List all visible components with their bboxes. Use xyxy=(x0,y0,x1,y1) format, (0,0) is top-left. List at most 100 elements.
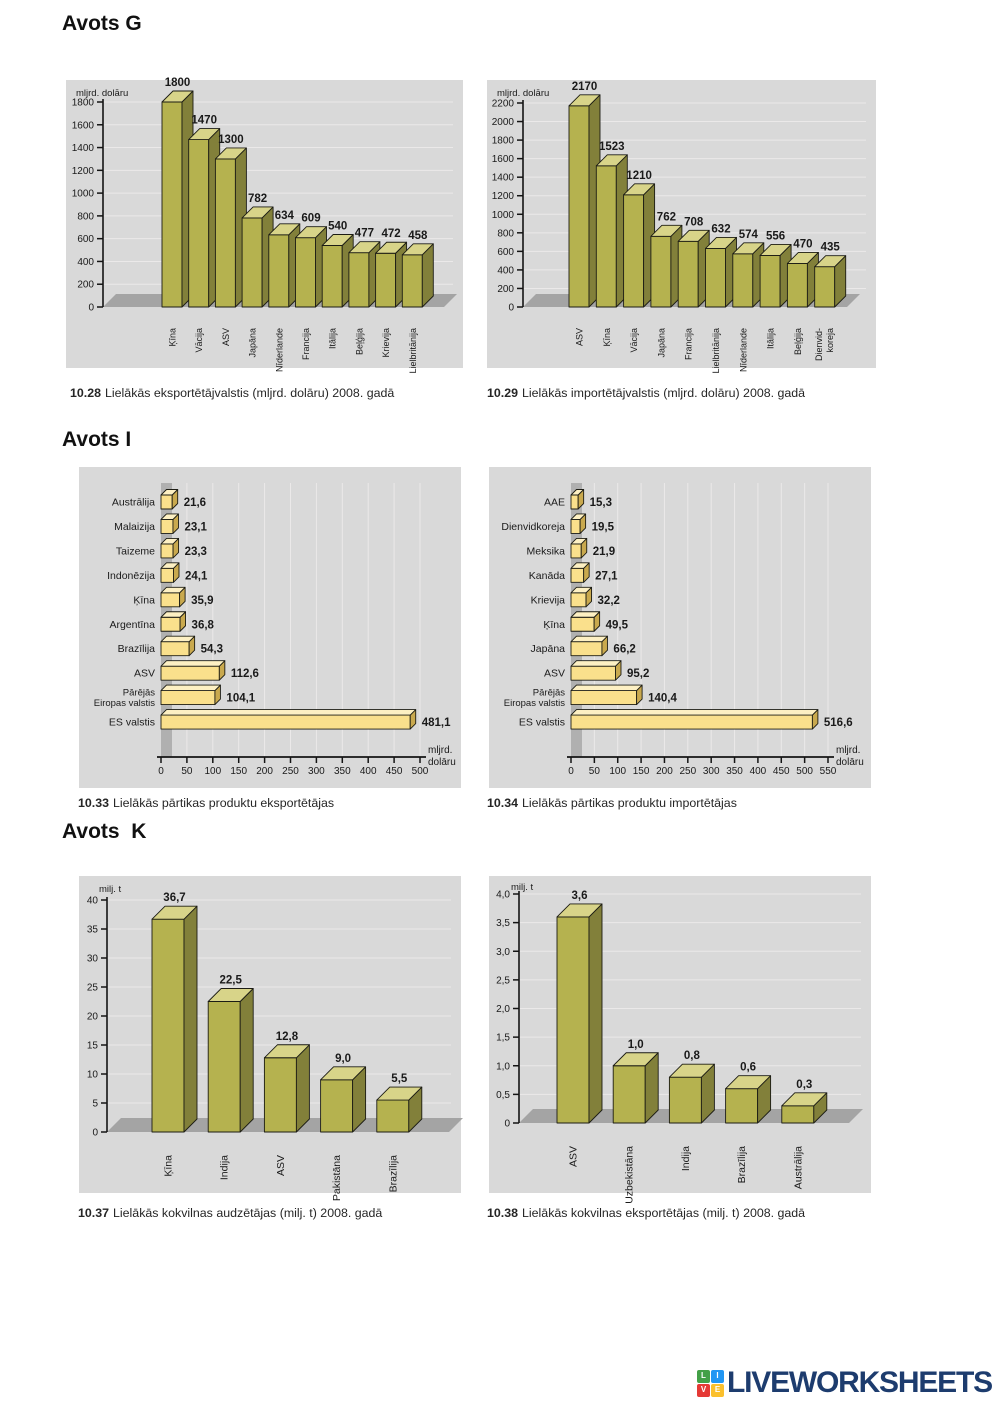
value-label: 36,8 xyxy=(192,619,215,631)
bar-3d xyxy=(160,489,179,510)
bar-3d xyxy=(160,611,187,632)
value-label: 21,6 xyxy=(184,497,206,509)
caption-10-28: 10.28 Lielākās eksportētājvalstis (mljrd.… xyxy=(70,386,394,400)
value-label: 49,5 xyxy=(606,619,629,631)
y-tick-label: 2200 xyxy=(492,99,515,110)
category-label: Vācija xyxy=(629,328,639,353)
chart-canvas-10.29: 0 200 400 600 800 1000 1200 1400 1600 1800 2000 220… xyxy=(492,81,866,374)
category-label: Pakistāna xyxy=(331,1155,343,1201)
category-label: AAE xyxy=(544,497,565,509)
value-label: 54,3 xyxy=(201,644,223,656)
caption-number: 10.37 xyxy=(78,1206,110,1220)
x-tick-label: 400 xyxy=(750,766,767,777)
y-tick-label: 10 xyxy=(87,1070,99,1081)
value-label: 19,5 xyxy=(592,521,615,533)
x-tick-label: 300 xyxy=(703,766,720,777)
y-tick-label: 0 xyxy=(88,303,94,314)
category-label: ASV xyxy=(221,328,231,346)
x-tick-label: 300 xyxy=(308,766,325,777)
category-label: ES valstis xyxy=(109,717,155,729)
y-tick-label: 0 xyxy=(508,303,514,314)
bar-3d xyxy=(650,224,683,308)
bar-3d xyxy=(151,905,198,1133)
value-label: 1,0 xyxy=(628,1039,644,1051)
logo-tile-v: V xyxy=(697,1383,710,1397)
y-tick-label: 15 xyxy=(87,1041,99,1052)
category-label: Lielbritānija xyxy=(711,328,721,374)
bar-3d xyxy=(568,94,601,308)
bar-3d xyxy=(160,537,180,559)
y-tick-label: 1000 xyxy=(72,189,95,200)
chart-canvas-10.34: 15,3 AAE 19,5 Dienvidkoreja 21,9 Meksika 27,1 K… xyxy=(501,483,864,777)
bar-3d xyxy=(705,236,737,308)
heading-avots-i: Avots I xyxy=(62,428,132,451)
unit-label: mljrd. xyxy=(836,745,860,756)
unit-label: mljrd. dolāru xyxy=(76,88,128,99)
bar-3d xyxy=(570,635,608,657)
category-label: Lielbritānija xyxy=(408,328,418,374)
category-label: ASV xyxy=(575,328,585,346)
chart-10-33-food-exporters: 21,6 Austrālija 23,1 Malaizija 23,3 Taizeme 24… xyxy=(79,467,461,788)
value-label: 23,3 xyxy=(185,546,207,558)
y-tick-label: 30 xyxy=(87,954,99,965)
x-tick-label: 450 xyxy=(386,766,403,777)
bar-3d xyxy=(570,586,592,608)
value-label: 9,0 xyxy=(335,1053,351,1065)
value-label: 540 xyxy=(328,221,347,233)
y-tick-label: 0 xyxy=(504,1119,510,1130)
category-label: Uzbekistāna xyxy=(624,1146,636,1204)
x-tick-label: 200 xyxy=(256,766,273,777)
liveworksheets-logo[interactable]: L I V E LIVEWORKSHEETS xyxy=(697,1366,993,1400)
x-tick-label: 350 xyxy=(726,766,743,777)
x-tick-label: 100 xyxy=(609,766,626,777)
value-label: 3,6 xyxy=(572,890,588,902)
category-label: Austrālija xyxy=(792,1146,804,1189)
category-label: Eiropas valstis xyxy=(94,698,155,709)
value-label: 112,6 xyxy=(231,668,259,680)
bar-3d xyxy=(570,562,590,583)
y-tick-label: 25 xyxy=(87,983,99,994)
x-tick-label: 0 xyxy=(568,766,574,777)
y-tick-label: 40 xyxy=(87,896,99,907)
chart-10-28-exporters: 0 200 400 600 800 1000 1200 1400 1600 1800 mljrd. … xyxy=(66,77,463,374)
x-tick-label: 450 xyxy=(773,766,790,777)
category-label: Beļģija xyxy=(793,328,803,355)
y-tick-label: 2,0 xyxy=(496,1004,510,1015)
bar-3d xyxy=(725,1075,772,1124)
y-tick-label: 1000 xyxy=(492,210,515,221)
category-label: Ķīna xyxy=(163,1155,175,1177)
y-tick-label: 2,5 xyxy=(496,975,510,986)
value-label: 435 xyxy=(821,242,841,254)
category-label: Indonēzija xyxy=(107,570,155,582)
value-label: 556 xyxy=(766,230,785,242)
x-tick-label: 50 xyxy=(589,766,601,777)
logo-tile-l: L xyxy=(697,1369,710,1383)
category-label: Dienvidkoreja xyxy=(501,521,565,533)
caption-number: 10.38 xyxy=(487,1206,519,1220)
value-label: 66,2 xyxy=(613,644,635,656)
value-label: 634 xyxy=(275,210,295,222)
category-label: Itālija xyxy=(328,328,338,349)
value-label: 708 xyxy=(684,216,704,228)
value-label: 470 xyxy=(793,238,812,250)
caption-number: 10.34 xyxy=(487,796,519,810)
category-label: Eiropas valstis xyxy=(504,698,565,709)
value-label: 609 xyxy=(301,213,320,225)
caption-10-34: 10.34 Lielākās pārtikas produktu importēt… xyxy=(487,796,737,810)
x-tick-label: 400 xyxy=(360,766,377,777)
value-label: 516,6 xyxy=(824,717,853,729)
value-label: 140,4 xyxy=(648,693,677,705)
value-label: 477 xyxy=(355,228,374,240)
chart-10-29-importers: 0 200 400 600 800 1000 1200 1400 1600 1800 2000 220… xyxy=(487,80,876,374)
value-label: 32,2 xyxy=(598,595,620,607)
caption-number: 10.28 xyxy=(70,386,102,400)
caption-10-38: 10.38 Lielākās kokvilnas eksportētājas (m… xyxy=(487,1206,805,1220)
y-tick-label: 400 xyxy=(77,257,94,268)
bar-3d xyxy=(786,251,819,308)
bar-3d xyxy=(570,489,585,510)
value-label: 27,1 xyxy=(595,570,618,582)
category-label: Pārējās xyxy=(533,688,565,699)
x-tick-label: 250 xyxy=(282,766,299,777)
